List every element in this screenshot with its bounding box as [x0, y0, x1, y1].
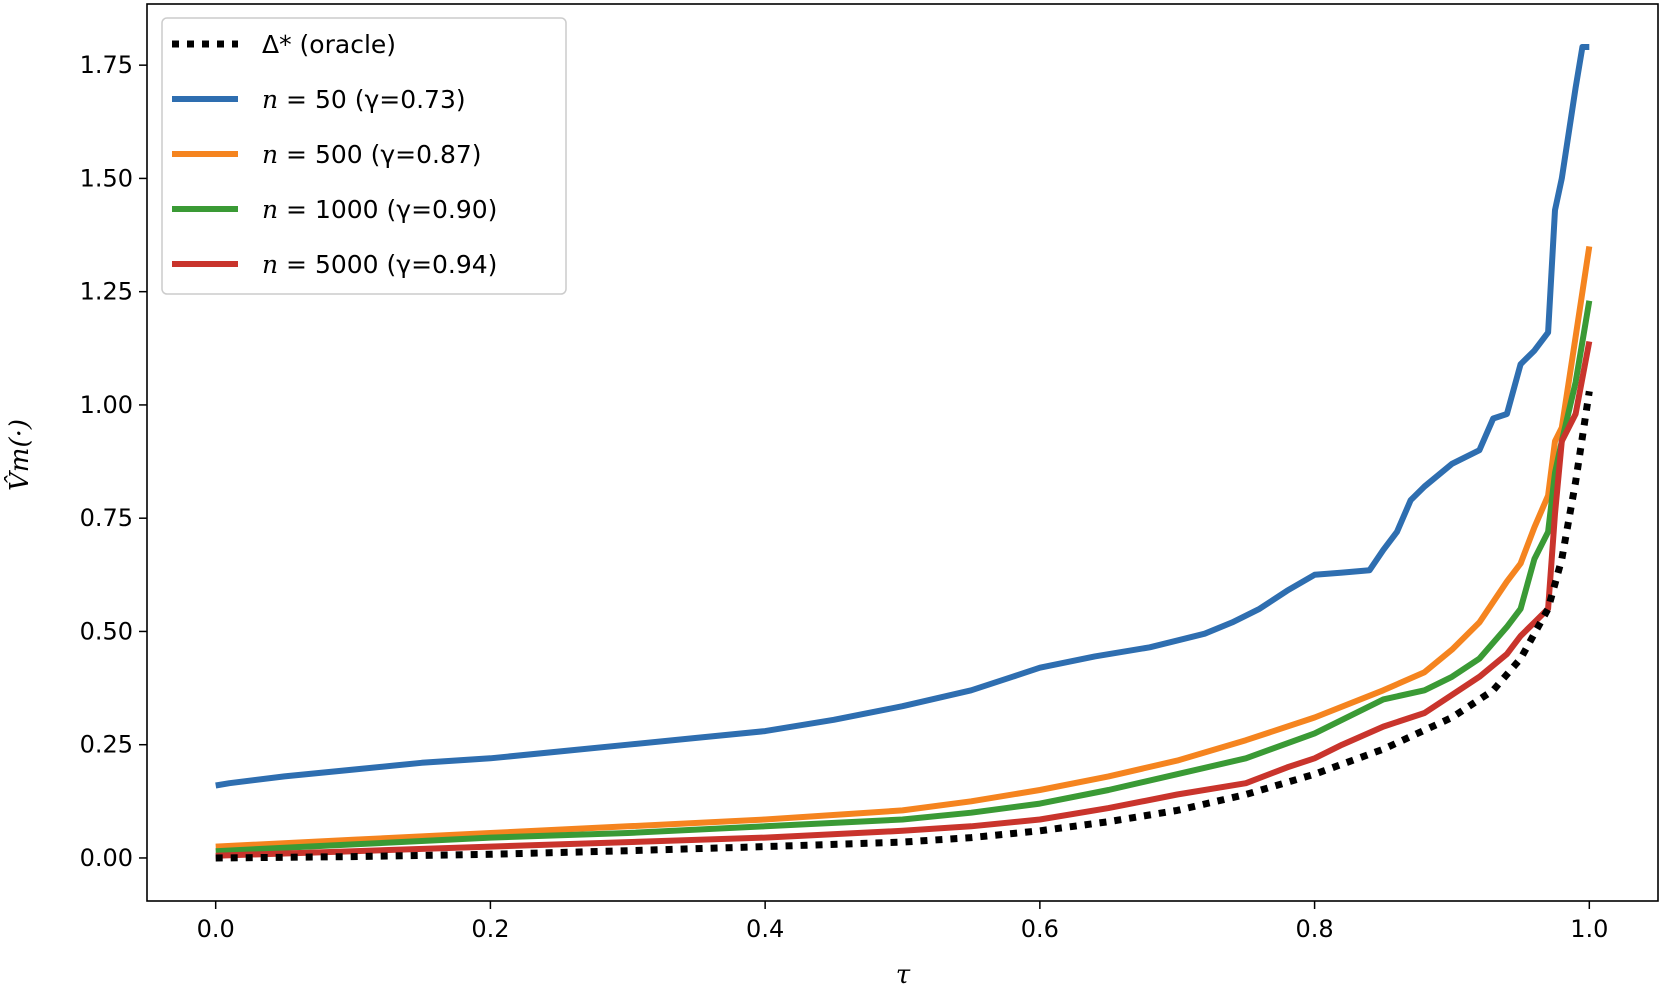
y-axis-label: V̂m(·) — [4, 419, 35, 491]
y-tick-label: 1.50 — [80, 164, 133, 192]
y-axis: 0.00 0.25 0.50 0.75 1.00 1.25 1.50 1.75 — [80, 51, 147, 872]
x-tick-label: 1.0 — [1570, 915, 1608, 943]
legend-label-n500: n = 500 (γ=0.87) — [262, 140, 482, 169]
y-tick-label: 0.50 — [80, 617, 133, 645]
x-tick-label: 0.2 — [471, 915, 509, 943]
series-line-n1000 — [215, 300, 1593, 855]
x-axis-label: τ — [896, 960, 911, 990]
series-line-n500 — [215, 245, 1593, 850]
y-tick-label: 0.25 — [80, 731, 133, 759]
series-line-n50 — [215, 44, 1590, 789]
y-tick-label: 0.75 — [80, 504, 133, 532]
y-tick-label: 0.00 — [80, 844, 133, 872]
x-axis: 0.0 0.2 0.4 0.6 0.8 1.0 — [197, 901, 1608, 943]
legend-label-n50: n = 50 (γ=0.73) — [262, 85, 466, 114]
x-tick-label: 0.8 — [1296, 915, 1334, 943]
x-tick-label: 0.6 — [1021, 915, 1059, 943]
legend: Δ* (oracle) n = 50 (γ=0.73) n = 500 (γ=0.8… — [161, 17, 567, 295]
legend-box — [161, 17, 567, 295]
x-tick-label: 0.4 — [746, 915, 784, 943]
legend-label-n5000: n = 5000 (γ=0.94) — [262, 250, 497, 279]
x-tick-label: 0.0 — [197, 915, 235, 943]
plot-area — [215, 44, 1593, 862]
axes-frame — [146, 3, 1659, 902]
y-tick-label: 1.25 — [80, 278, 133, 306]
legend-label-n1000: n = 1000 (γ=0.90) — [262, 195, 497, 224]
series-line-oracle — [215, 390, 1593, 862]
y-tick-label: 1.00 — [80, 391, 133, 419]
legend-label-oracle: Δ* (oracle) — [262, 30, 396, 59]
y-tick-label: 1.75 — [80, 51, 133, 79]
